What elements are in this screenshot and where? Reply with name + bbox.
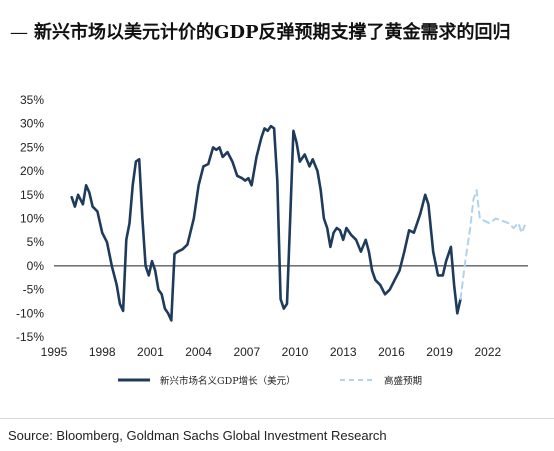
gdp-growth-chart: -15%-10%-5%0%5%10%15%20%25%30%35% 1995 19… [16, 93, 528, 387]
series-line-actual [70, 124, 462, 322]
x-tick-label: 2013 [330, 345, 357, 359]
footer-divider [0, 418, 554, 419]
x-tick-label: 2001 [137, 345, 164, 359]
title-dash: — [10, 22, 28, 43]
y-tick-label: 5% [27, 235, 45, 249]
x-tick-label: 2016 [378, 345, 405, 359]
y-tick-label: 10% [20, 212, 44, 226]
y-axis-labels: -15% -10% -5% 0% 5% 10% 15% 20% 25% 30% 35% [16, 93, 44, 344]
y-tick-label: -15% [16, 330, 44, 344]
x-tick-label: 2004 [185, 345, 212, 359]
x-tick-label: 2022 [474, 345, 501, 359]
y-tick-label: 20% [20, 164, 44, 178]
x-tick-label: 2010 [282, 345, 309, 359]
y-tick-label: 35% [20, 93, 44, 107]
chart-title: — 新兴市场以美元计价的GDP反弹预期支撑了黄金需求的回归 [10, 18, 511, 44]
y-tick-label: -5% [23, 283, 45, 297]
x-axis-labels: 1995 1998 2001 2004 2007 2010 2013 2016 2019 2022 [41, 345, 502, 359]
y-tick-label: 0% [27, 259, 45, 273]
x-tick-label: 1998 [89, 345, 116, 359]
legend-label-actual: 新兴市场名义GDP增长（美元） [160, 375, 296, 387]
legend-label-forecast: 高盛预期 [384, 375, 422, 387]
x-tick-label: 1995 [41, 345, 68, 359]
y-tick-label: 15% [20, 188, 44, 202]
y-tick-label: 30% [20, 117, 44, 131]
series-line-forecast [459, 189, 526, 301]
x-tick-label: 2007 [233, 345, 260, 359]
x-tick-label: 2019 [426, 345, 453, 359]
title-text: 新兴市场以美元计价的GDP反弹预期支撑了黄金需求的回归 [34, 22, 511, 43]
y-tick-label: -10% [16, 306, 44, 320]
legend: 新兴市场名义GDP增长（美元） 高盛预期 [118, 375, 422, 387]
series-layer [70, 124, 526, 322]
source-note: Source: Bloomberg, Goldman Sachs Global … [8, 428, 387, 443]
y-tick-label: 25% [20, 140, 44, 154]
